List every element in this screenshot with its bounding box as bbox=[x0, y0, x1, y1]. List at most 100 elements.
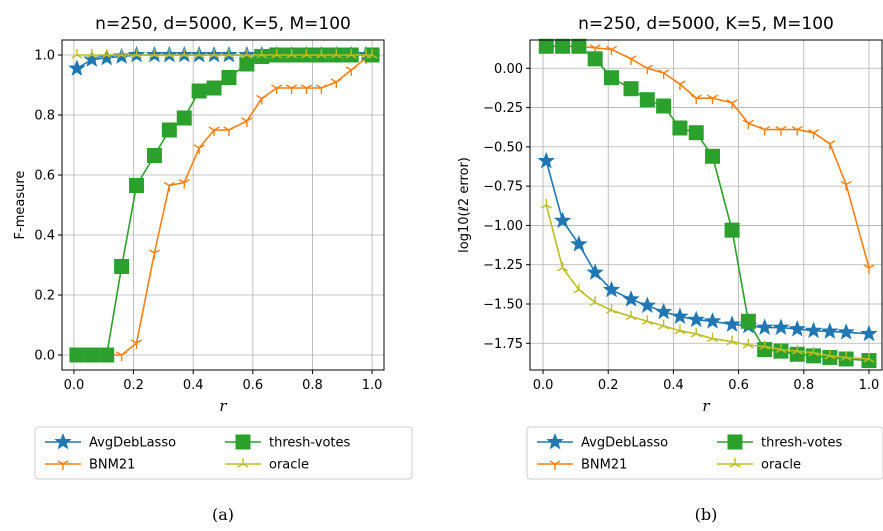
plot-frame bbox=[61, 39, 385, 371]
data-point bbox=[84, 347, 100, 363]
panel-b: n=250, d=5000, K=5, M=100 0.0 0.2 0.4 0.6 0.… bbox=[457, 14, 883, 524]
x-axis-label: r bbox=[702, 397, 710, 415]
data-point bbox=[589, 296, 601, 307]
data-point bbox=[241, 49, 253, 59]
data-point bbox=[86, 49, 98, 59]
data-point bbox=[775, 125, 787, 136]
series-line bbox=[546, 45, 870, 269]
y-tick-label: −1.00 bbox=[483, 219, 523, 234]
data-point bbox=[840, 180, 852, 191]
series-layer bbox=[537, 38, 878, 369]
y-tick-label: 0.4 bbox=[34, 229, 55, 244]
data-point bbox=[208, 49, 220, 59]
data-point bbox=[703, 312, 722, 329]
legend-label: thresh-votes bbox=[761, 436, 842, 451]
x-tick-label: 0.2 bbox=[598, 378, 619, 393]
data-point bbox=[176, 110, 192, 126]
data-point bbox=[837, 323, 855, 340]
data-point bbox=[193, 49, 205, 59]
data-point bbox=[208, 126, 220, 136]
legend-label: AvgDebLasso bbox=[581, 436, 668, 451]
data-point bbox=[622, 290, 640, 307]
data-point bbox=[690, 94, 702, 105]
x-tick-label: 0.8 bbox=[793, 378, 814, 393]
plot-area bbox=[62, 40, 384, 370]
data-point bbox=[840, 351, 852, 362]
legend-marker bbox=[57, 460, 69, 470]
data-point bbox=[674, 324, 686, 335]
data-point bbox=[223, 126, 235, 136]
legend-marker bbox=[54, 432, 72, 450]
data-point bbox=[271, 84, 283, 94]
legend-label: BNM21 bbox=[89, 458, 135, 473]
data-point bbox=[788, 319, 806, 337]
panel-a: n=250, d=5000, K=5, M=100 0.0 0.2 0.4 0.6 0.… bbox=[13, 14, 413, 524]
data-point bbox=[129, 178, 145, 193]
data-point bbox=[330, 49, 342, 59]
y-tick-label: −0.25 bbox=[483, 101, 523, 116]
data-point bbox=[366, 49, 378, 59]
data-point bbox=[804, 321, 823, 339]
data-point bbox=[656, 98, 672, 114]
data-point bbox=[586, 263, 604, 280]
y-tick-label: −1.50 bbox=[483, 298, 523, 313]
data-point bbox=[315, 84, 327, 94]
data-point bbox=[638, 296, 657, 313]
ticks: 0.0 0.2 0.4 0.6 0.8 1.0 0.0 0.2 0.4 0.6 0.8 1.0 bbox=[34, 49, 382, 394]
data-point bbox=[286, 49, 298, 59]
data-point bbox=[537, 151, 555, 169]
data-point bbox=[821, 322, 839, 339]
x-tick-label: 0.6 bbox=[728, 378, 749, 393]
data-point bbox=[570, 235, 588, 252]
series-oracle bbox=[540, 199, 875, 363]
data-point bbox=[775, 343, 787, 354]
data-point bbox=[191, 83, 207, 99]
legend-item: BNM21 bbox=[45, 458, 135, 473]
data-point bbox=[345, 49, 357, 59]
data-point bbox=[146, 148, 162, 163]
data-point bbox=[791, 345, 803, 355]
legend-label: oracle bbox=[761, 458, 801, 473]
data-point bbox=[571, 38, 587, 54]
y-tick-label: 0.2 bbox=[34, 289, 55, 304]
data-point bbox=[573, 283, 585, 294]
data-point bbox=[71, 49, 83, 59]
data-point bbox=[300, 49, 313, 59]
chart-title: n=250, d=5000, K=5, M=100 bbox=[95, 14, 351, 34]
y-tick-label: 0.0 bbox=[34, 349, 55, 364]
legend-marker bbox=[235, 434, 251, 450]
legend-marker bbox=[546, 432, 564, 450]
data-point bbox=[114, 259, 130, 274]
data-point bbox=[639, 92, 655, 108]
y-tick-label: 0.8 bbox=[34, 109, 55, 124]
data-point bbox=[130, 49, 143, 59]
data-point bbox=[772, 318, 790, 335]
data-point bbox=[742, 119, 754, 130]
x-tick-label: 0.4 bbox=[183, 378, 204, 393]
legend-label: oracle bbox=[269, 458, 309, 473]
data-point bbox=[300, 84, 313, 94]
legend-items: AvgDebLasso BNM21 thresh-votes oracle bbox=[45, 432, 350, 473]
legend-box bbox=[34, 426, 413, 480]
data-point bbox=[538, 38, 554, 54]
data-point bbox=[687, 310, 705, 328]
series-layer bbox=[68, 45, 380, 363]
data-point bbox=[690, 327, 702, 338]
data-point bbox=[241, 117, 253, 127]
data-point bbox=[672, 120, 688, 136]
y-axis-label: log10(ℓ2 error) bbox=[457, 157, 472, 253]
data-point bbox=[148, 249, 160, 259]
data-point bbox=[223, 49, 235, 59]
data-point bbox=[688, 125, 704, 141]
data-point bbox=[553, 211, 572, 229]
x-tick-label: 0.6 bbox=[242, 378, 263, 393]
legend-label: thresh-votes bbox=[269, 436, 350, 451]
data-point bbox=[740, 313, 756, 329]
data-point bbox=[808, 346, 820, 357]
data-point bbox=[808, 129, 820, 139]
panel-caption: (a) bbox=[212, 505, 234, 524]
data-point bbox=[755, 318, 774, 335]
data-point bbox=[671, 307, 689, 324]
data-point bbox=[742, 338, 754, 349]
